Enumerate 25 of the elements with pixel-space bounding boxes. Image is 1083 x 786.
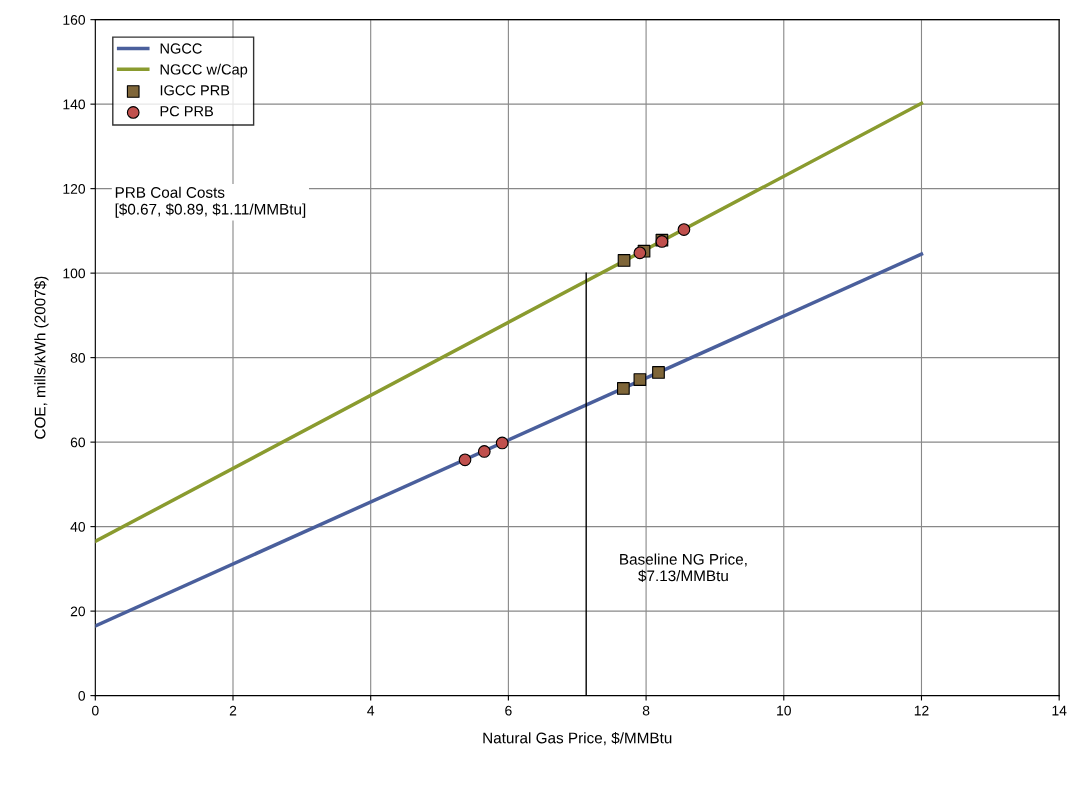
y-tick-label: 160: [63, 14, 86, 25]
x-tick-label: 2: [229, 705, 237, 716]
x-tick-label: 8: [642, 705, 650, 716]
annotation: PRB Coal Costs [$0.67, $0.89, $1.11/MMBtu]: [115, 186, 306, 218]
legend-label: NGCC w/Cap: [160, 63, 248, 78]
x-tick-label: 10: [777, 705, 791, 716]
legend-label: PC PRB: [160, 106, 213, 117]
x-tick-label: 12: [914, 705, 929, 716]
y-tick-label: 0: [78, 690, 86, 701]
y-tick-label: 80: [70, 352, 86, 363]
y-tick-label: 40: [70, 521, 86, 532]
y-tick-label: 120: [63, 183, 86, 194]
x-tick-label: 6: [505, 705, 512, 716]
legend-label: IGCC PRB: [160, 85, 230, 96]
y-axis-title: COE, mills/kWh (2007$): [34, 276, 49, 439]
y-tick-label: 100: [63, 268, 86, 279]
y-tick-label: 20: [70, 606, 86, 617]
x-axis-title: Natural Gas Price, $/MMBtu: [483, 731, 672, 746]
x-tick-label: 14: [1052, 705, 1067, 716]
x-tick-label: 0: [91, 705, 99, 716]
y-tick-label: 60: [70, 437, 86, 448]
legend-label: NGCC: [160, 43, 202, 54]
x-tick-label: 4: [367, 705, 375, 716]
annotation: Baseline NG Price, $7.13/MMBtu: [620, 553, 747, 583]
y-tick-label: 140: [63, 99, 86, 110]
